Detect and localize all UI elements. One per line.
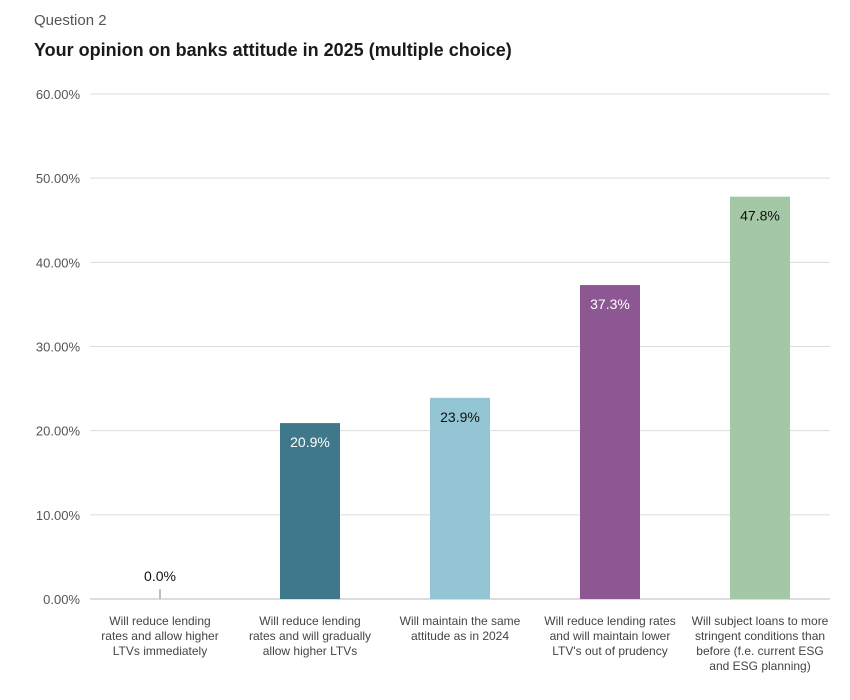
- category-label: rates and allow higher: [101, 629, 218, 643]
- bar: [280, 423, 340, 599]
- question-label: Question 2: [34, 12, 107, 29]
- category-label: Will reduce lending: [259, 614, 360, 628]
- category-label: before (f.e. current ESG: [696, 644, 823, 658]
- y-tick-label: 10.00%: [36, 508, 81, 523]
- category-label: Will maintain the same: [400, 614, 521, 628]
- data-label: 23.9%: [440, 409, 480, 425]
- data-label: 47.8%: [740, 208, 780, 224]
- y-tick-label: 40.00%: [36, 255, 81, 270]
- y-tick-label: 60.00%: [36, 87, 81, 102]
- chart-header: Question 2 Your opinion on banks attitud…: [34, 10, 512, 62]
- y-tick-label: 0.00%: [43, 592, 80, 607]
- data-label: 20.9%: [290, 434, 330, 450]
- category-label: rates and will gradually: [249, 629, 371, 643]
- bar: [580, 285, 640, 599]
- y-tick-label: 50.00%: [36, 171, 81, 186]
- category-label: LTV's out of prudency: [552, 644, 667, 658]
- data-label: 37.3%: [590, 296, 630, 312]
- y-tick-label: 30.00%: [36, 340, 81, 355]
- category-label: Will reduce lending rates: [544, 614, 675, 628]
- data-label: 0.0%: [144, 568, 176, 584]
- chart-title: Your opinion on banks attitude in 2025 (…: [34, 40, 512, 60]
- category-label: and ESG planning): [709, 659, 810, 673]
- category-label: LTVs immediately: [113, 644, 207, 658]
- category-label: Will reduce lending: [109, 614, 210, 628]
- bar: [430, 397, 490, 599]
- category-label: stringent conditions than: [695, 629, 825, 643]
- y-tick-label: 20.00%: [36, 424, 81, 439]
- category-label: and will maintain lower: [550, 629, 671, 643]
- category-label: Will subject loans to more: [692, 614, 829, 628]
- category-label: attitude as in 2024: [411, 629, 509, 643]
- bar: [730, 196, 790, 599]
- category-label: allow higher LTVs: [263, 644, 358, 658]
